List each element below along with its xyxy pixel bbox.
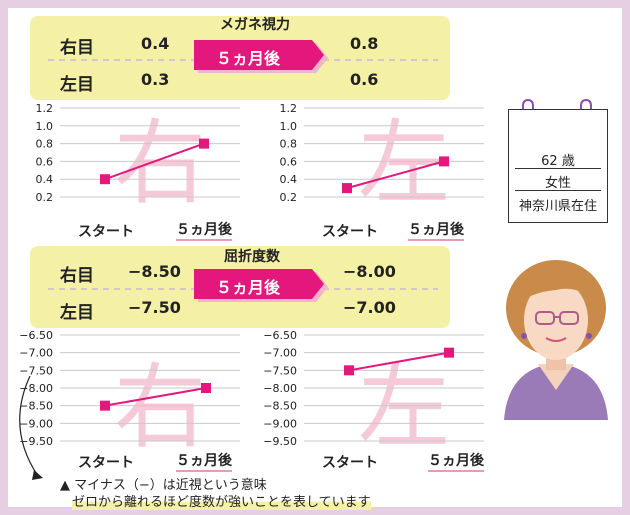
profile-divider-2 <box>515 190 601 191</box>
chart4-ytick: −8.50 <box>263 400 297 413</box>
clip-right-icon <box>580 98 592 126</box>
chart3-point-1 <box>100 400 110 411</box>
chart4-watermark: 左 <box>358 354 450 461</box>
chart1-ytick: 0.6 <box>36 155 54 168</box>
profile-sex: 女性 <box>544 176 571 191</box>
note-line1: ▲ マイナス（−）は近視という意味 <box>60 478 267 493</box>
chart3-ytick: −9.00 <box>19 417 53 430</box>
profile-card: 62 歳 女性 神奈川県在住 <box>508 109 608 223</box>
chart3-ytick: −6.50 <box>19 329 53 342</box>
glasses-left-after: 0.6 <box>350 70 379 89</box>
chart1-xcat-end: ５ヵ月後 <box>176 219 232 241</box>
chart3-xcat-end: ５ヵ月後 <box>176 450 232 472</box>
refraction-right-before: −8.50 <box>128 262 181 281</box>
chart4-ytick: −8.00 <box>263 382 297 395</box>
refraction-arrow <box>194 269 324 299</box>
chart1-ytick: 1.0 <box>36 120 54 133</box>
chart2-ytick: 0.6 <box>280 155 298 168</box>
chart2-xcat-end: ５ヵ月後 <box>408 219 464 241</box>
chart1-series-line <box>104 142 205 181</box>
chart4-ytick: −7.00 <box>263 347 297 360</box>
chart1-ytick: 0.4 <box>36 173 54 186</box>
refraction-left-label: 左目 <box>60 303 94 323</box>
glasses-left-label: 左目 <box>60 75 94 95</box>
note-curve-arrow <box>19 375 39 477</box>
chart3-ytick: −9.50 <box>19 435 53 448</box>
profile-residence: 神奈川県在住 <box>518 199 597 214</box>
refraction-left-before: −7.50 <box>128 298 181 317</box>
chart3-xcat-start: スタート <box>78 455 134 471</box>
woman-illustration-icon <box>504 260 608 420</box>
refraction-right-after: −8.00 <box>343 262 396 281</box>
charts-group: 右 1.2 1.0 0.8 0.6 0.4 0.2 左 1.2 1.0 0.8 0.6 0.4 0.2 右 −… <box>19 102 484 461</box>
chart1-watermark: 右 <box>114 110 206 217</box>
chart1-point-1 <box>100 174 110 185</box>
chart-canvas: 右 1.2 1.0 0.8 0.6 0.4 0.2 左 1.2 1.0 0.8 0.6 0.4 0.2 右 −… <box>19 40 608 480</box>
chart2-series-line <box>346 160 445 190</box>
refraction-arrow-label: ５ヵ月後 <box>216 278 281 297</box>
chart3-ytick: −8.00 <box>19 382 53 395</box>
chart4-point-1 <box>344 365 354 376</box>
chart2-ytick: 0.2 <box>280 191 298 204</box>
clip-left-icon <box>522 98 534 126</box>
chart1-ytick: 0.8 <box>36 138 54 151</box>
chart1-ytick: 0.2 <box>36 191 54 204</box>
chart2-point-2 <box>439 156 449 167</box>
chart2-point-1 <box>342 183 352 194</box>
glasses-right-before: 0.4 <box>141 34 170 53</box>
chart3-ytick: −7.00 <box>19 347 53 360</box>
glasses-arrow-label: ５ヵ月後 <box>216 49 281 68</box>
chart2-ytick: 0.4 <box>280 173 298 186</box>
chart2-xcat-start: スタート <box>322 224 378 240</box>
chart2-ytick: 0.8 <box>280 138 298 151</box>
chart3-point-2 <box>201 383 211 393</box>
chart1-ytick: 1.2 <box>36 102 54 115</box>
note-line2: ゼロから離れるほど度数が強いことを表しています <box>72 491 371 510</box>
chart4-ytick: −7.50 <box>263 364 297 377</box>
chart4-ytick: −9.50 <box>263 435 297 448</box>
chart4-point-2 <box>444 347 454 358</box>
refraction-right-label: 右目 <box>60 266 94 286</box>
chart4-xcat-start: スタート <box>322 455 378 471</box>
glasses-right-label: 右目 <box>60 38 94 58</box>
profile-age: 62 歳 <box>541 154 575 169</box>
glasses-arrow <box>194 40 324 70</box>
chart4-series-line <box>348 351 450 372</box>
chart2-ytick: 1.2 <box>280 102 298 115</box>
chart3-watermark: 右 <box>114 354 206 461</box>
chart4-xcat-end: ５ヵ月後 <box>428 450 484 472</box>
glasses-left-before: 0.3 <box>141 70 170 89</box>
chart4-ytick: −6.50 <box>263 329 297 342</box>
chart1-xcat-start: スタート <box>78 224 134 240</box>
chart1-point-2 <box>199 138 209 149</box>
chart3-ytick: −7.50 <box>19 364 53 377</box>
profile-divider-1 <box>515 168 601 169</box>
glasses-title: メガネ視力 <box>220 17 290 33</box>
refraction-title: 屈折度数 <box>224 249 280 265</box>
chart3-series-line <box>104 387 207 407</box>
refraction-left-after: −7.00 <box>343 298 396 317</box>
note-curve-arrowhead <box>32 470 43 480</box>
glasses-right-after: 0.8 <box>350 34 379 53</box>
chart3-ytick: −8.50 <box>19 400 53 413</box>
chart2-ytick: 1.0 <box>280 120 298 133</box>
chart4-ytick: −9.00 <box>263 417 297 430</box>
